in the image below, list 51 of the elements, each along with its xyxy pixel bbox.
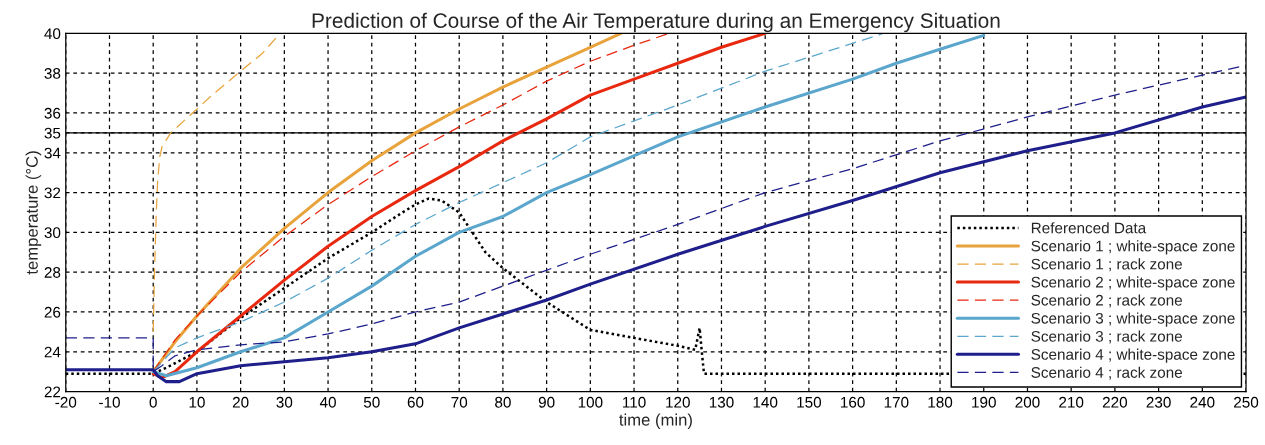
x-tick-label: 30: [276, 396, 293, 408]
x-tick-label: 230: [1146, 396, 1171, 408]
x-tick-label: 140: [753, 396, 778, 408]
x-tick-label: -10: [99, 396, 120, 408]
x-tick-label: 20: [232, 396, 249, 408]
legend-label: Scenario 4 ; white-space zone: [1031, 348, 1235, 363]
y-tick-label: 30: [44, 227, 61, 239]
x-tick-label: 10: [189, 396, 205, 408]
y-tick-label: 22: [44, 386, 61, 398]
y-tick-label: 40: [44, 28, 61, 40]
x-tick-label: 70: [451, 396, 468, 408]
x-tick-label: -20: [55, 396, 77, 408]
x-tick-label: 40: [319, 396, 336, 408]
y-axis-title: temperature (°C): [25, 151, 42, 275]
legend-label: Scenario 1 ; rack zone: [1031, 258, 1183, 272]
legend-label: Referenced Data: [1031, 222, 1147, 234]
x-tick-label: 160: [841, 396, 865, 408]
y-tick-label: 24: [44, 346, 61, 358]
x-tick-label: 240: [1190, 396, 1215, 408]
legend-label: Scenario 2 ; white-space zone: [1031, 276, 1235, 291]
x-tick-label: 90: [538, 396, 555, 408]
x-tick-label: 220: [1102, 396, 1128, 408]
legend-label: Scenario 3 ; white-space zone: [1031, 312, 1235, 327]
y-tick-label: 35: [44, 127, 61, 139]
x-tick-label: 60: [407, 396, 424, 408]
legend-label: Scenario 4 ; rack zone: [1031, 366, 1183, 380]
x-tick-label: 190: [972, 396, 996, 408]
x-tick-label: 100: [578, 396, 603, 408]
y-tick-label: 36: [44, 107, 61, 119]
y-tick-label: 26: [44, 306, 61, 318]
x-tick-label: 250: [1234, 396, 1259, 408]
x-tick-label: 130: [709, 396, 734, 408]
y-tick-label: 32: [44, 187, 61, 199]
legend-label: Scenario 2 ; rack zone: [1031, 294, 1183, 308]
y-tick-label: 28: [44, 267, 61, 278]
x-tick-label: 110: [623, 396, 646, 408]
y-tick-label: 38: [44, 68, 61, 79]
y-tick-label: 34: [44, 147, 61, 159]
x-tick-label: 210: [1059, 396, 1084, 408]
x-tick-label: 0: [149, 396, 157, 408]
x-tick-label: 80: [495, 396, 511, 408]
chart-title: Prediction of Course of the Air Temperature during an Emergency Situation: [312, 12, 1000, 33]
x-tick-label: 150: [797, 396, 822, 408]
x-tick-label: 170: [884, 396, 909, 408]
legend-label: Scenario 3 ; rack zone: [1031, 330, 1183, 344]
legend-label: Scenario 1 ; white-space zone: [1031, 240, 1235, 255]
x-axis-title: time (min): [619, 413, 692, 430]
x-tick-label: 180: [928, 396, 953, 408]
x-tick-label: 50: [363, 396, 380, 408]
x-tick-label: 120: [666, 396, 690, 408]
x-tick-label: 200: [1015, 396, 1040, 408]
